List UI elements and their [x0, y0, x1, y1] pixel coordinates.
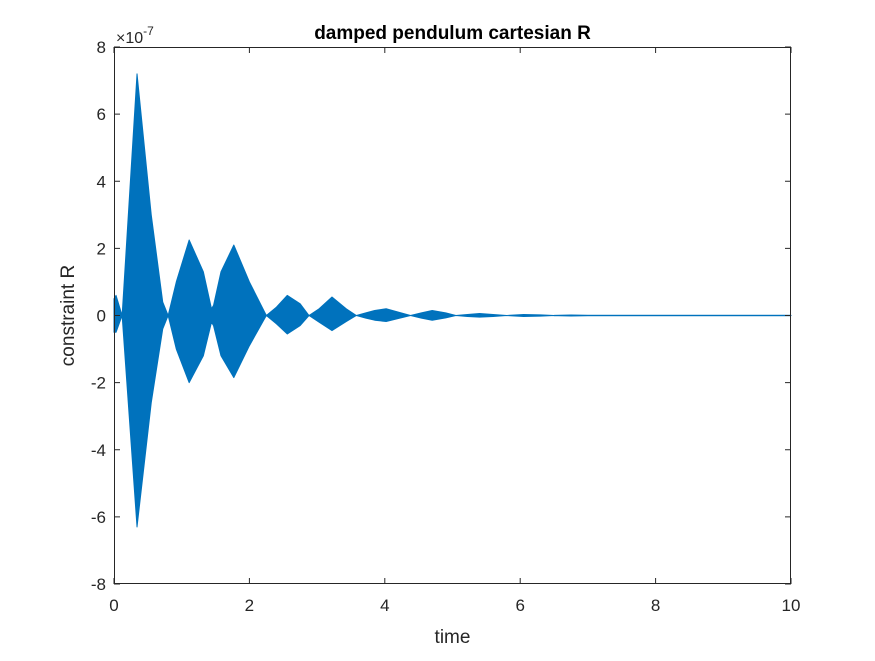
y-tick-label: 8 — [97, 38, 106, 57]
x-tick-label: 4 — [380, 596, 389, 615]
y-tick-label: -4 — [91, 441, 106, 460]
y-exponent-power: -7 — [143, 24, 154, 38]
y-exponent-label: ×10-7 — [116, 24, 154, 47]
y-tick-label: 2 — [97, 239, 106, 258]
y-tick-label: -6 — [91, 508, 106, 527]
chart-title: damped pendulum cartesian R — [314, 23, 591, 44]
y-tick-label: -8 — [91, 575, 106, 594]
x-tick-label: 8 — [651, 596, 660, 615]
x-axis-label: time — [435, 627, 471, 648]
y-tick-label: 0 — [97, 307, 106, 326]
x-tick-label: 0 — [109, 596, 118, 615]
x-tick-label: 2 — [245, 596, 254, 615]
y-tick-label: 4 — [97, 172, 106, 191]
y-axis-label: constraint R — [58, 265, 79, 366]
x-tick-label: 10 — [782, 596, 801, 615]
x-tick-label: 6 — [515, 596, 524, 615]
y-tick-label: 6 — [97, 105, 106, 124]
y-exponent-base: ×10 — [116, 30, 143, 47]
y-tick-label: -2 — [91, 374, 106, 393]
ticks-layer: 0 2 4 6 8 10 -8 -6 -4 -2 0 2 4 6 8 — [91, 38, 801, 615]
